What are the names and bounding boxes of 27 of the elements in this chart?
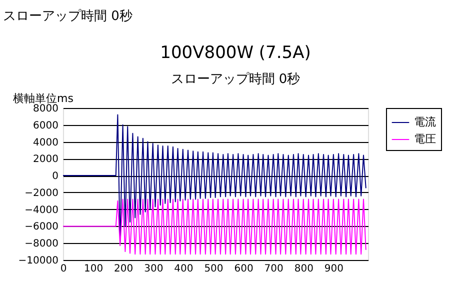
x-tick-label: 200: [114, 264, 134, 274]
y-tick-label: −10000: [18, 256, 58, 266]
chart-subtitle: スローアップ時間 0秒: [170, 72, 300, 87]
y-tick-label: 0: [52, 171, 58, 182]
x-tick-label: 0: [60, 264, 67, 274]
x-tick-label: 400: [174, 264, 194, 274]
x-tick-label: 800: [294, 264, 314, 274]
x-tick-label: 100: [84, 264, 104, 274]
y-tick-label: −6000: [24, 222, 58, 233]
legend-label: 電流: [414, 116, 436, 128]
chart-title: 100V800W (7.5A): [160, 43, 311, 63]
y-tick-label: −4000: [24, 204, 58, 216]
x-tick-label: 900: [324, 264, 344, 274]
y-tick-label: −2000: [24, 188, 58, 199]
y-tick-label: −8000: [24, 238, 58, 250]
legend-label: 電圧: [414, 132, 436, 146]
x-tick-label: 600: [234, 264, 254, 274]
text: スローアップ時間 0秒: [3, 9, 132, 24]
line-series: [62, 198, 366, 255]
y-tick-label: 4000: [33, 137, 58, 148]
y-tick-label: 8000: [33, 104, 58, 114]
y-tick-label: 2000: [33, 154, 58, 166]
x-tick-label: 700: [264, 264, 284, 274]
x-tick-label: 300: [144, 264, 164, 274]
text: 横軸単位ms: [13, 92, 74, 105]
x-tick-label: 500: [204, 264, 224, 274]
y-tick-label: 6000: [33, 120, 58, 132]
